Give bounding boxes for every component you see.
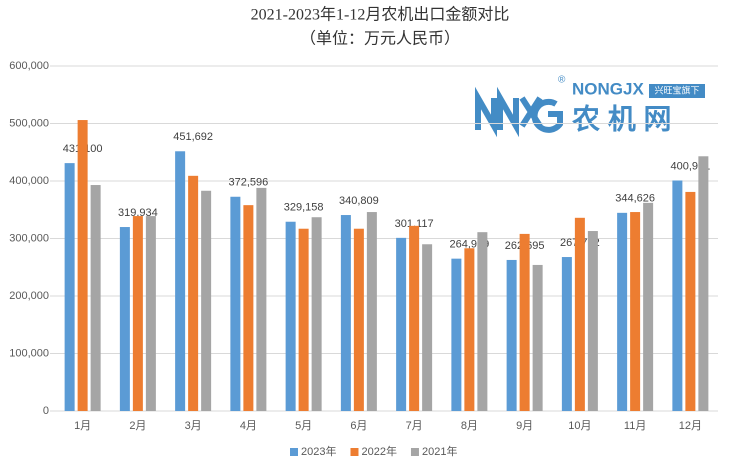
y-tick-label: 400,000 bbox=[9, 175, 49, 187]
bar bbox=[285, 221, 296, 411]
x-tick-label: 10月 bbox=[568, 420, 591, 432]
x-tick-label: 2月 bbox=[129, 420, 146, 432]
x-tick-label: 5月 bbox=[295, 420, 312, 432]
logo: NONGJX ® 兴旺宝旗下 农 机 网 bbox=[475, 75, 705, 138]
logo-brand: NONGJX bbox=[572, 79, 644, 98]
legend-swatch bbox=[290, 448, 298, 456]
data-label: 340,809 bbox=[339, 195, 379, 207]
x-tick-label: 3月 bbox=[185, 420, 202, 432]
bar bbox=[685, 191, 696, 411]
bar bbox=[353, 228, 364, 411]
bar bbox=[561, 257, 572, 411]
legend-swatch bbox=[410, 448, 419, 456]
bar bbox=[145, 216, 156, 411]
x-tick-label: 1月 bbox=[74, 420, 91, 432]
y-tick-label: 300,000 bbox=[9, 232, 49, 244]
bar bbox=[698, 156, 709, 411]
bar bbox=[519, 233, 530, 411]
legend-label: 2021年 bbox=[422, 444, 457, 458]
bar bbox=[617, 212, 628, 411]
bar bbox=[119, 227, 130, 411]
x-tick-label: 4月 bbox=[240, 420, 257, 432]
bar bbox=[90, 185, 101, 411]
logo-tag: 兴旺宝旗下 bbox=[654, 84, 699, 95]
bar bbox=[506, 259, 517, 411]
bar bbox=[532, 264, 543, 411]
bar bbox=[396, 237, 407, 411]
bar bbox=[256, 187, 267, 411]
bar bbox=[464, 248, 475, 411]
bar bbox=[630, 212, 641, 411]
chart-subtitle: （单位：万元人民币） bbox=[300, 30, 460, 48]
bar bbox=[175, 151, 186, 411]
data-label: 319,934 bbox=[118, 207, 158, 219]
data-label: 372,596 bbox=[228, 177, 268, 189]
bar bbox=[409, 225, 420, 411]
bar bbox=[243, 205, 254, 411]
bar bbox=[451, 258, 462, 411]
bar bbox=[587, 231, 598, 411]
bar bbox=[422, 244, 433, 411]
data-label: 451,692 bbox=[173, 131, 213, 143]
legend-swatch bbox=[350, 448, 359, 456]
bar bbox=[672, 180, 683, 411]
x-tick-label: 9月 bbox=[516, 420, 533, 432]
logo-registered: ® bbox=[558, 75, 566, 86]
bar bbox=[574, 217, 585, 411]
bar bbox=[366, 212, 377, 411]
y-tick-label: 100,000 bbox=[9, 347, 49, 359]
bar bbox=[340, 215, 351, 411]
bar bbox=[311, 217, 322, 411]
y-tick-label: 200,000 bbox=[9, 290, 49, 302]
x-tick-label: 6月 bbox=[350, 420, 367, 432]
y-tick-label: 500,000 bbox=[9, 117, 49, 129]
bar bbox=[298, 228, 309, 411]
y-tick-label: 0 bbox=[43, 405, 49, 417]
bar bbox=[201, 190, 212, 411]
data-label: 301,117 bbox=[395, 218, 434, 230]
logo-tag-bg bbox=[649, 84, 705, 98]
legend-label: 2023年 bbox=[301, 444, 336, 458]
logo-name: 农 机 网 bbox=[571, 103, 672, 134]
bar bbox=[77, 120, 88, 412]
x-tick-label: 8月 bbox=[461, 420, 478, 432]
bar bbox=[188, 175, 199, 411]
chart-title: 2021-2023年1-12月农机出口金额对比 bbox=[251, 6, 510, 24]
legend-label: 2022年 bbox=[361, 444, 396, 458]
bar bbox=[230, 196, 241, 411]
bar bbox=[643, 202, 654, 411]
x-tick-label: 11月 bbox=[624, 420, 646, 432]
x-tick-label: 12月 bbox=[679, 420, 702, 432]
logo-mark bbox=[475, 86, 563, 138]
x-tick-label: 7月 bbox=[406, 420, 423, 432]
bar bbox=[64, 163, 75, 411]
bar bbox=[477, 232, 488, 411]
y-tick-label: 600,000 bbox=[9, 60, 49, 72]
data-label: 344,626 bbox=[615, 193, 655, 205]
bar bbox=[132, 216, 143, 411]
data-label: 329,158 bbox=[284, 202, 324, 214]
